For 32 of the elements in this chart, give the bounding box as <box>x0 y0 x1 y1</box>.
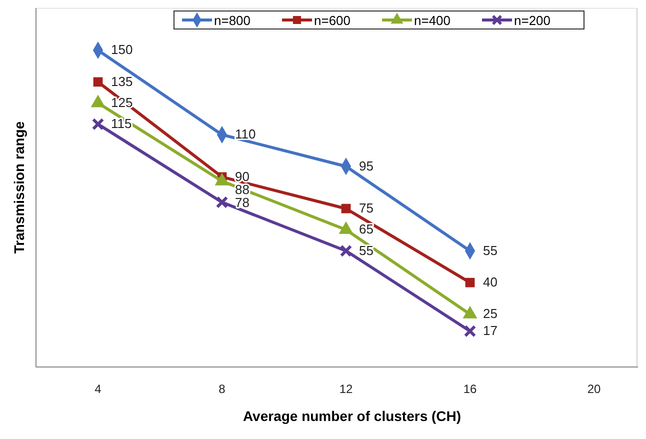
legend-label: n=200 <box>514 13 551 28</box>
x-tick-label: 4 <box>94 382 102 396</box>
point <box>93 77 103 87</box>
data-label: 115 <box>111 116 132 132</box>
point <box>216 196 228 208</box>
data-label: 150 <box>111 42 133 58</box>
x-tick-label: 16 <box>463 382 477 396</box>
x-tick-label: 12 <box>339 382 353 396</box>
point <box>465 278 475 288</box>
point <box>340 245 352 256</box>
data-label: 40 <box>483 274 498 290</box>
legend-label: n=600 <box>314 13 351 28</box>
point <box>464 326 476 337</box>
x-tick-label: 20 <box>587 382 601 396</box>
legend-label: n=400 <box>414 13 451 28</box>
data-label: 75 <box>359 200 374 216</box>
data-label: 135 <box>111 74 133 89</box>
data-label: 55 <box>483 242 498 258</box>
data-label: 25 <box>483 306 498 322</box>
x-axis-title: Average number of clusters (CH) <box>242 408 462 424</box>
y-axis-title: Transmission range <box>11 121 27 254</box>
data-label: 90 <box>235 168 250 184</box>
data-label: 55 <box>359 242 374 258</box>
point <box>341 204 351 214</box>
data-label: 110 <box>235 126 256 142</box>
data-label: 78 <box>235 194 250 210</box>
x-tick-label: 8 <box>218 382 226 396</box>
legend-label: n=800 <box>214 13 251 28</box>
data-label: 65 <box>359 222 374 237</box>
data-label: 95 <box>359 158 374 174</box>
data-label: 17 <box>483 323 498 338</box>
point <box>92 118 104 130</box>
